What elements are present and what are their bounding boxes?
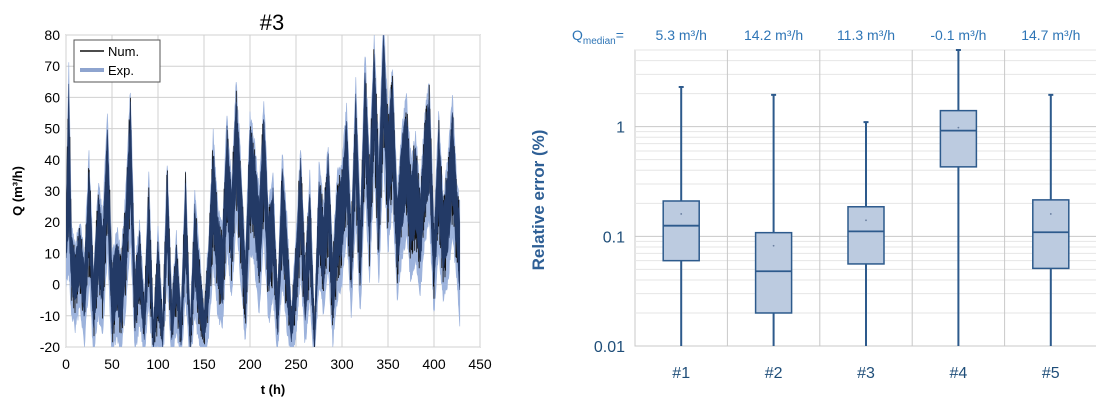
x-tick-label: #3 <box>857 365 875 382</box>
y-tick-label: -10 <box>40 308 60 324</box>
x-tick-label: 350 <box>376 356 400 372</box>
y-tick-labels: 0.01 0.1 1 <box>594 120 625 356</box>
x-tick-label: #5 <box>1042 365 1060 382</box>
q-median-value: 14.2 m³/h <box>744 27 803 43</box>
y-tick-label: 80 <box>44 27 60 43</box>
mean-marker <box>772 244 775 247</box>
x-tick-label: 400 <box>422 356 446 372</box>
y-tick-labels: -20 -10 0 10 20 30 40 50 60 70 80 <box>40 27 60 355</box>
x-tick-label: #4 <box>950 365 968 382</box>
y-tick-label: 10 <box>44 245 60 261</box>
y-axis-label: Q (m³/h) <box>10 166 25 216</box>
x-tick-labels: 0 50 100 150 200 250 300 350 400 450 <box>62 356 492 372</box>
y-tick-label: 70 <box>44 58 60 74</box>
median-flow-labels: Qmedian= 5.3 m³/h 14.2 m³/h 11.3 m³/h -0.1 … <box>572 27 1080 47</box>
q-median-label: Qmedian= <box>572 27 624 47</box>
y-tick-label: 40 <box>44 152 60 168</box>
iqr-box <box>1032 199 1070 270</box>
x-tick-label: 300 <box>330 356 354 372</box>
x-tick-labels: #1 #2 #3 #4 #5 <box>672 365 1059 382</box>
x-tick-label: 50 <box>104 356 120 372</box>
y-tick-label: 20 <box>44 214 60 230</box>
iqr-box <box>662 200 700 262</box>
legend-box <box>73 39 161 83</box>
box-2 <box>754 93 793 346</box>
series-clip <box>66 35 461 347</box>
mean-marker <box>680 213 683 215</box>
y-tick-label: 30 <box>44 183 60 199</box>
y-tick-label: 1 <box>616 120 625 137</box>
iqr-box <box>754 231 793 314</box>
legend: Num. Exp. <box>73 39 161 83</box>
x-tick-label: 0 <box>62 356 70 372</box>
box-1 <box>662 85 700 346</box>
chart-title: #3 <box>260 10 284 35</box>
x-tick-label: 200 <box>238 356 262 372</box>
x-tick-label: 100 <box>146 356 170 372</box>
x-tick-label: 450 <box>468 356 492 372</box>
legend-label-num: Num. <box>108 44 139 59</box>
y-tick-label: 50 <box>44 121 60 137</box>
series-overlap-core <box>66 35 460 347</box>
q-median-value: 11.3 m³/h <box>837 27 895 43</box>
y-tick-label: 0.1 <box>603 229 625 246</box>
series-layer <box>66 35 461 347</box>
y-tick-label: -20 <box>40 339 60 355</box>
q-median-value: 5.3 m³/h <box>656 27 707 43</box>
mean-marker <box>865 219 867 222</box>
mean-marker <box>1049 213 1052 215</box>
box-4 <box>939 49 978 346</box>
legend-label-exp: Exp. <box>108 63 134 78</box>
y-tick-label: 60 <box>44 89 60 105</box>
q-median-value: -0.1 m³/h <box>930 27 986 43</box>
y-axis-label: Relative error (%) <box>529 130 548 271</box>
x-tick-label: 150 <box>192 356 216 372</box>
flow-time-series-chart: #3 -20 -10 0 10 20 30 40 50 60 70 80 0 50 100 150 200 2… <box>10 10 492 397</box>
x-axis-label: t (h) <box>261 382 286 397</box>
boxes-layer <box>662 49 1070 346</box>
y-tick-label: 0.01 <box>594 339 625 356</box>
mean-marker <box>957 126 960 129</box>
iqr-box <box>847 206 885 265</box>
x-tick-label: 250 <box>284 356 308 372</box>
box-3 <box>847 121 885 346</box>
iqr-box <box>939 109 978 168</box>
box-5 <box>1032 93 1070 346</box>
q-median-value: 14.7 m³/h <box>1021 27 1080 43</box>
relative-error-boxplot: Qmedian= 5.3 m³/h 14.2 m³/h 11.3 m³/h -0.1 … <box>529 27 1096 382</box>
x-tick-label: #1 <box>672 365 690 382</box>
x-tick-label: #2 <box>765 365 783 382</box>
y-tick-label: 0 <box>52 277 60 293</box>
